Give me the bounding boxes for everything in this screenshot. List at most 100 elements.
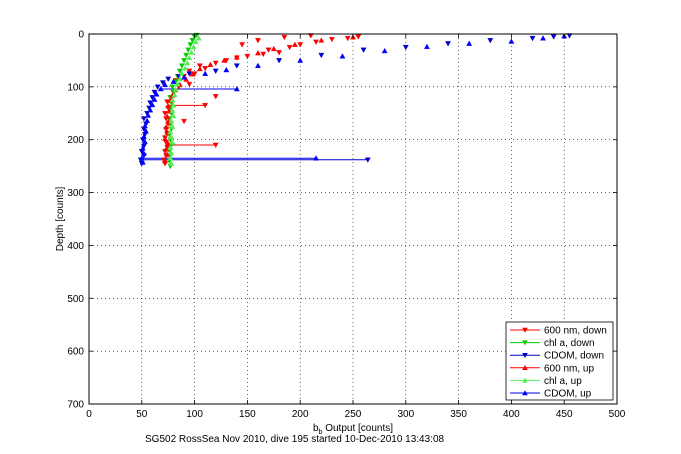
data-point xyxy=(169,123,176,129)
legend-label: chl a, up xyxy=(544,376,582,387)
data-point xyxy=(239,42,246,48)
data-point xyxy=(540,35,547,41)
data-point xyxy=(165,102,172,109)
data-point xyxy=(168,149,175,156)
data-point xyxy=(142,122,148,129)
legend-label: CDOM, down xyxy=(544,351,604,362)
x-tick-label: 300 xyxy=(397,409,414,420)
data-point xyxy=(244,53,251,60)
data-point xyxy=(169,84,176,90)
data-point xyxy=(360,47,367,53)
x-tick-label: 450 xyxy=(556,409,573,420)
legend-marker xyxy=(522,352,528,358)
data-point xyxy=(163,146,170,152)
data-point xyxy=(154,84,161,90)
data-point xyxy=(313,39,319,45)
figure-caption: SG502 RossSea Nov 2010, dive 195 started… xyxy=(145,434,445,445)
data-point xyxy=(138,155,145,161)
data-point xyxy=(297,57,304,63)
data-point xyxy=(143,128,149,134)
legend-marker xyxy=(522,365,528,371)
y-tick-label: 300 xyxy=(67,188,84,199)
data-point xyxy=(212,60,219,67)
data-point xyxy=(185,47,192,53)
y-tick-label: 700 xyxy=(67,400,84,411)
data-point xyxy=(276,50,283,56)
data-point xyxy=(181,118,187,125)
data-point xyxy=(140,133,147,139)
data-point xyxy=(270,45,277,52)
data-point xyxy=(144,117,151,123)
data-point xyxy=(145,112,152,118)
data-point xyxy=(162,111,168,117)
series-4 xyxy=(167,35,202,166)
x-tick-label: 400 xyxy=(503,409,520,420)
data-point xyxy=(186,81,193,88)
data-point xyxy=(162,81,168,88)
y-tick-label: 600 xyxy=(67,347,84,358)
data-point xyxy=(202,66,209,72)
data-point xyxy=(170,112,177,119)
x-tick-label: 50 xyxy=(136,409,148,420)
data-point xyxy=(182,65,189,71)
data-point xyxy=(255,38,261,44)
x-tick-label: 350 xyxy=(450,409,467,420)
x-tick-label: 250 xyxy=(345,409,362,420)
data-point xyxy=(189,71,196,77)
x-tick-label: 500 xyxy=(609,409,626,420)
data-point xyxy=(328,37,335,43)
data-point xyxy=(281,34,288,41)
data-point xyxy=(466,40,473,46)
legend-marker xyxy=(522,377,528,383)
data-point xyxy=(167,144,174,150)
data-point xyxy=(163,124,170,130)
data-point xyxy=(165,76,172,82)
data-point xyxy=(381,47,388,54)
data-point xyxy=(169,97,176,103)
x-axis-ticks: 0 50 100 150 200 250 300 350 400 450 500 xyxy=(86,34,626,420)
data-point xyxy=(139,145,146,151)
data-point xyxy=(187,42,194,48)
data-point xyxy=(140,150,147,156)
data-point xyxy=(529,35,536,42)
data-point xyxy=(162,135,168,141)
data-point xyxy=(151,89,158,96)
data-point xyxy=(223,66,230,73)
series-5 xyxy=(138,33,568,165)
y-tick-label: 400 xyxy=(67,241,84,252)
data-point xyxy=(183,52,190,59)
data-point xyxy=(221,57,228,63)
data-point xyxy=(423,43,430,49)
data-point xyxy=(276,58,283,64)
data-point xyxy=(233,63,240,69)
data-point xyxy=(162,157,168,164)
legend-box xyxy=(505,321,614,401)
data-point xyxy=(142,138,148,145)
x-axis-label: bb Output [counts] xyxy=(313,423,393,436)
data-point xyxy=(313,155,319,161)
data-point xyxy=(233,85,240,92)
data-point xyxy=(172,86,179,92)
data-point xyxy=(188,49,195,55)
data-point xyxy=(147,107,154,113)
spike-lines xyxy=(141,88,368,161)
data-point xyxy=(355,34,362,40)
data-point xyxy=(168,160,175,166)
data-point xyxy=(195,35,202,41)
data-point xyxy=(169,107,176,113)
data-point xyxy=(233,54,240,60)
data-point xyxy=(286,44,293,51)
legend-marker xyxy=(522,340,528,346)
x-tick-label: 0 xyxy=(86,409,92,420)
data-point xyxy=(178,63,185,69)
data-point xyxy=(176,75,183,82)
data-point xyxy=(189,38,196,44)
data-point xyxy=(167,155,174,161)
data-point xyxy=(212,68,219,75)
data-point xyxy=(178,70,185,76)
data-point xyxy=(190,44,197,50)
data-point xyxy=(260,51,267,58)
legend-label: 600 nm, up xyxy=(544,363,594,374)
